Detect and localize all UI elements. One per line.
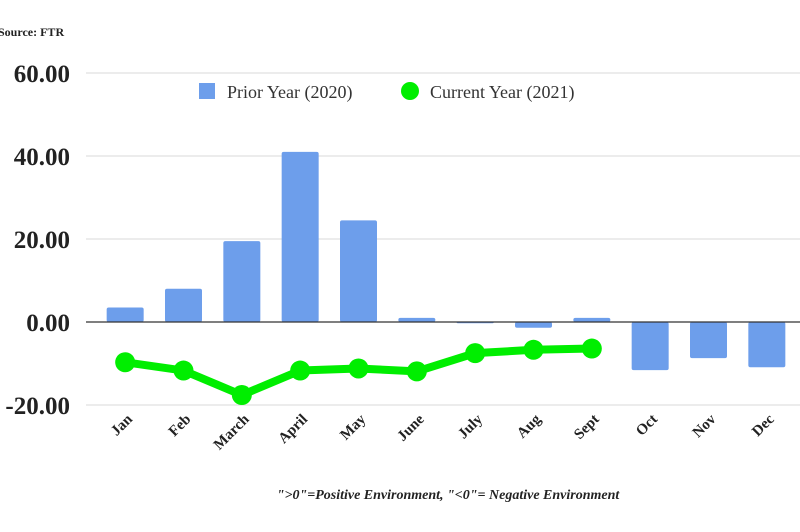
point-current-year <box>231 385 252 406</box>
bar-prior-year <box>690 322 727 359</box>
x-tick-label: April <box>276 412 311 447</box>
legend-label-current: Current Year (2021) <box>430 82 574 103</box>
footnote: ">0"=Positive Environment, "<0"= Negativ… <box>276 488 620 503</box>
legend-swatch-current <box>401 82 419 100</box>
x-tick-label: Aug <box>514 411 545 442</box>
x-tick-label: Dec <box>749 411 778 440</box>
bar-prior-year <box>223 241 261 322</box>
x-tick-label: July <box>455 411 486 442</box>
bar-prior-year <box>281 151 319 322</box>
x-tick-label: Jan <box>108 411 136 439</box>
bar-prior-year <box>631 322 669 371</box>
point-current-year <box>173 360 194 381</box>
y-tick-label: 60.00 <box>14 61 70 88</box>
x-tick-label: June <box>395 411 428 444</box>
x-tick-label: May <box>337 411 369 443</box>
point-current-year <box>523 339 544 360</box>
legend-label-prior: Prior Year (2020) <box>227 82 353 103</box>
x-tick-label: Sept <box>571 412 602 443</box>
bar-prior-year <box>340 220 377 322</box>
y-tick-label: 0.00 <box>26 310 70 337</box>
bar-prior-year <box>515 322 552 328</box>
bar-prior-year <box>106 307 144 322</box>
x-tick-label: Feb <box>166 412 194 440</box>
x-tick-label: Oct <box>633 412 661 440</box>
y-tick-label: 40.00 <box>14 144 70 171</box>
bar-prior-year <box>748 322 786 368</box>
x-tick-label: March <box>211 411 253 453</box>
point-current-year <box>581 338 602 359</box>
bar-prior-year <box>573 317 611 322</box>
point-current-year <box>406 361 427 382</box>
point-current-year <box>348 358 369 379</box>
source-label: Source: FTR <box>0 25 65 39</box>
bar-prior-year <box>165 288 202 322</box>
legend-swatch-prior <box>199 83 215 99</box>
y-tick-label: 20.00 <box>14 227 70 254</box>
point-current-year <box>115 352 136 373</box>
y-tick-label: -20.00 <box>5 393 70 420</box>
x-tick-label: Nov <box>690 411 720 441</box>
point-current-year <box>465 343 486 364</box>
bar-prior-year <box>398 317 436 322</box>
point-current-year <box>290 360 311 381</box>
